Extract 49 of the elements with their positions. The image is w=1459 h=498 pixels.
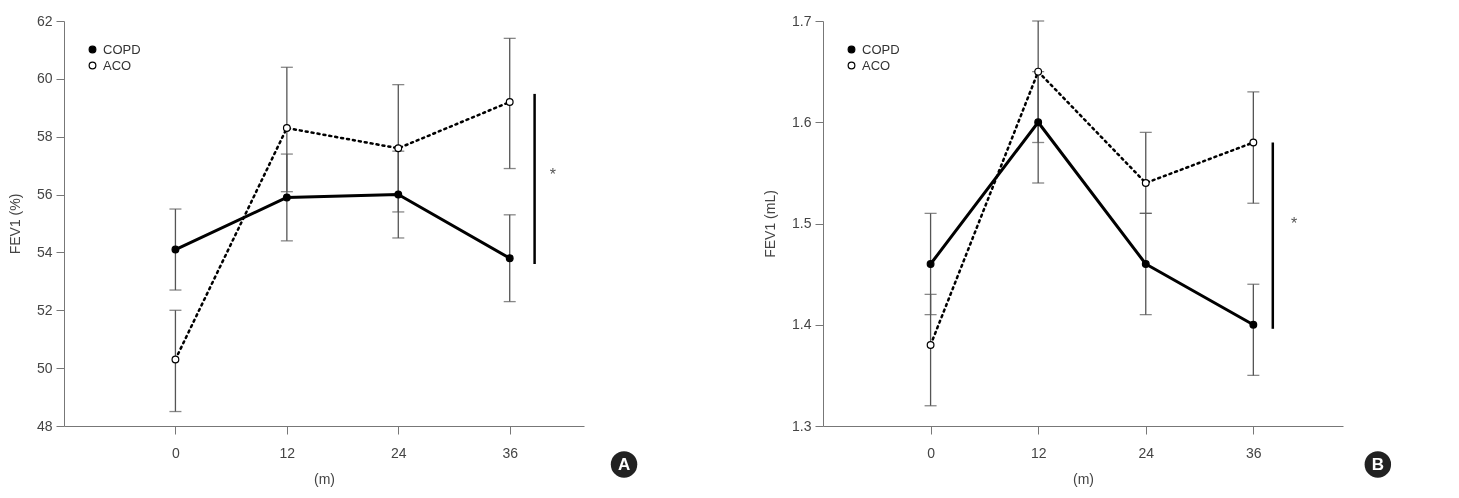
point [394, 144, 403, 153]
point [1141, 260, 1150, 268]
point [394, 190, 403, 199]
legend-label: COPD [862, 41, 900, 57]
point [282, 193, 291, 202]
point [505, 98, 514, 106]
point [1034, 118, 1043, 127]
x-tick-label: 36 [502, 444, 519, 461]
y-tick-label: 56 [36, 186, 53, 203]
x-tick-label: 0 [927, 444, 936, 461]
x-axis-title: (m) [314, 470, 335, 487]
y-tick-label: 58 [36, 128, 53, 145]
y-tick-label: 1.5 [792, 215, 812, 231]
x-tick-label: 24 [1138, 444, 1155, 461]
y-tick-label: 1.6 [792, 113, 812, 130]
x-tick-label: 12 [1030, 444, 1047, 461]
point [282, 124, 291, 132]
point [926, 341, 935, 349]
point [171, 355, 180, 364]
y-tick-label: 1.7 [792, 12, 812, 29]
x-tick-label: 0 [172, 444, 181, 461]
point [1034, 67, 1043, 76]
point [926, 260, 935, 268]
point [1249, 320, 1258, 329]
point [1141, 179, 1150, 187]
y-tick-label: 1.3 [792, 417, 812, 434]
y-tick-label: 52 [36, 301, 53, 318]
y-tick-label: 54 [36, 243, 53, 260]
x-tick-label: 24 [391, 444, 407, 461]
y-tick-label: 48 [36, 417, 53, 434]
legend-label: COPD [103, 41, 141, 57]
y-tick-label: 1.4 [792, 316, 812, 333]
point [171, 245, 180, 254]
y-tick-label: 50 [36, 359, 53, 376]
x-axis-title: (m) [1073, 470, 1094, 487]
y-axis-title: FEV1 (%) [6, 193, 23, 255]
point [1249, 138, 1258, 147]
text: A [617, 455, 631, 475]
y-tick-label: 60 [36, 70, 53, 87]
legend-label: ACO [103, 57, 132, 73]
text: B [1371, 455, 1384, 475]
y-axis-title: FEV1 (mL) [762, 190, 779, 258]
annotation: * [549, 165, 556, 183]
point [505, 254, 514, 263]
x-tick-label: 36 [1246, 444, 1262, 461]
annotation: * [1291, 214, 1298, 232]
y-tick-label: 62 [36, 12, 53, 29]
x-tick-label: 12 [279, 444, 296, 461]
legend-label: ACO [862, 57, 891, 73]
